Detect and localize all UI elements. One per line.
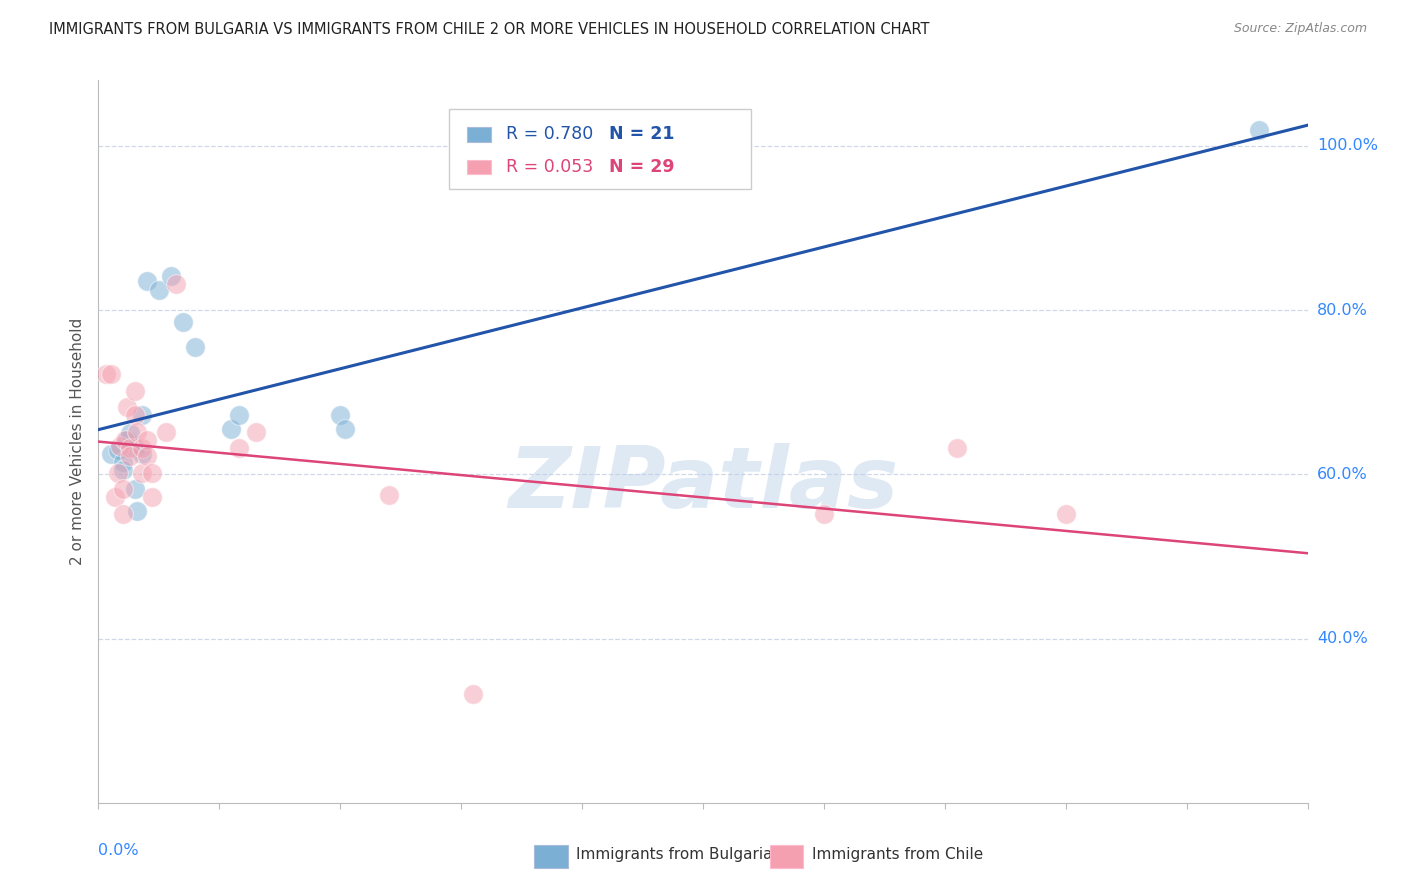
Point bbox=[124, 441, 146, 455]
Point bbox=[155, 425, 177, 439]
Point bbox=[127, 425, 149, 439]
Text: ZIPatlas: ZIPatlas bbox=[508, 443, 898, 526]
Text: N = 29: N = 29 bbox=[609, 158, 675, 176]
Text: 40.0%: 40.0% bbox=[1317, 632, 1368, 646]
Point bbox=[141, 466, 163, 480]
Text: 60.0%: 60.0% bbox=[1317, 467, 1368, 482]
Point bbox=[333, 422, 356, 436]
Point bbox=[135, 450, 157, 464]
Point bbox=[184, 340, 207, 354]
Point bbox=[131, 466, 153, 480]
Point bbox=[135, 275, 157, 289]
Text: N = 21: N = 21 bbox=[609, 126, 675, 144]
Point bbox=[111, 455, 134, 469]
Text: IMMIGRANTS FROM BULGARIA VS IMMIGRANTS FROM CHILE 2 OR MORE VEHICLES IN HOUSEHOL: IMMIGRANTS FROM BULGARIA VS IMMIGRANTS F… bbox=[49, 22, 929, 37]
Point bbox=[127, 504, 149, 518]
Point bbox=[228, 441, 250, 455]
Point bbox=[1249, 122, 1271, 136]
Point bbox=[377, 488, 399, 502]
Text: Immigrants from Bulgaria: Immigrants from Bulgaria bbox=[576, 847, 772, 863]
Point bbox=[104, 491, 127, 505]
Point bbox=[118, 450, 141, 464]
Point bbox=[107, 466, 129, 480]
FancyBboxPatch shape bbox=[449, 109, 751, 189]
FancyBboxPatch shape bbox=[467, 128, 492, 142]
Point bbox=[107, 442, 129, 457]
Point bbox=[946, 441, 969, 455]
Point bbox=[124, 409, 146, 423]
Point bbox=[117, 400, 139, 414]
Point bbox=[160, 268, 183, 283]
Point bbox=[94, 368, 117, 382]
Point bbox=[124, 482, 146, 496]
Text: Source: ZipAtlas.com: Source: ZipAtlas.com bbox=[1233, 22, 1367, 36]
Point bbox=[114, 433, 136, 447]
FancyBboxPatch shape bbox=[467, 160, 492, 174]
Point bbox=[131, 441, 153, 455]
Point bbox=[228, 409, 250, 423]
Point bbox=[111, 463, 134, 477]
Point bbox=[148, 283, 170, 297]
Point bbox=[118, 426, 141, 441]
Point bbox=[131, 409, 153, 423]
Point bbox=[1054, 507, 1077, 521]
Point bbox=[245, 425, 267, 439]
Point bbox=[108, 439, 131, 453]
Text: 100.0%: 100.0% bbox=[1317, 138, 1378, 153]
FancyBboxPatch shape bbox=[534, 845, 568, 868]
Point bbox=[141, 491, 163, 505]
Point bbox=[117, 433, 139, 447]
Point bbox=[165, 277, 187, 291]
Point bbox=[124, 384, 146, 398]
Text: 80.0%: 80.0% bbox=[1317, 302, 1368, 318]
Y-axis label: 2 or more Vehicles in Household: 2 or more Vehicles in Household bbox=[69, 318, 84, 566]
Point bbox=[131, 447, 153, 461]
Point bbox=[329, 409, 352, 423]
Point bbox=[135, 433, 157, 447]
Point bbox=[118, 441, 141, 455]
Point bbox=[172, 316, 194, 330]
Point bbox=[813, 507, 835, 521]
Text: Immigrants from Chile: Immigrants from Chile bbox=[811, 847, 983, 863]
Point bbox=[100, 368, 122, 382]
Point bbox=[221, 422, 243, 436]
FancyBboxPatch shape bbox=[769, 845, 803, 868]
Point bbox=[111, 482, 134, 496]
Text: R = 0.053: R = 0.053 bbox=[506, 158, 593, 176]
Point bbox=[463, 687, 485, 701]
Point bbox=[100, 447, 122, 461]
Point bbox=[111, 507, 134, 521]
Text: 0.0%: 0.0% bbox=[98, 843, 139, 857]
Text: R = 0.780: R = 0.780 bbox=[506, 126, 593, 144]
